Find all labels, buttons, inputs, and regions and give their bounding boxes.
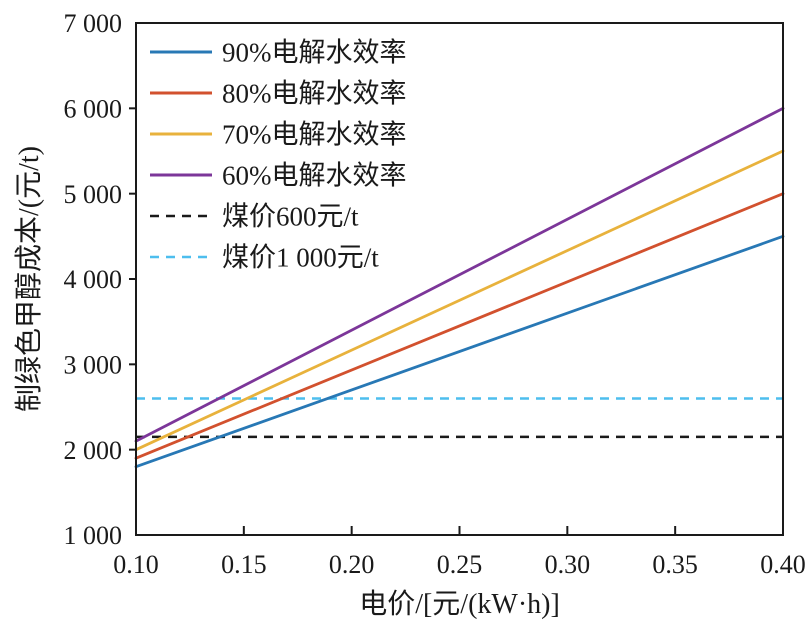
legend-label: 煤价600元/t [222, 201, 359, 231]
x-tick-label: 0.20 [329, 550, 375, 579]
y-tick-label: 5 000 [64, 180, 123, 209]
x-axis-label: 电价/[元/(kW·h)] [359, 588, 560, 620]
legend-label: 煤价1 000元/t [222, 242, 379, 272]
series-line-3 [134, 106, 785, 443]
y-tick-label: 1 000 [64, 521, 123, 550]
legend: 90%电解水效率 80%电解水效率 70%电解水效率 60%电解水效率煤价600元/t… [150, 37, 407, 272]
x-tick-label: 0.10 [113, 550, 159, 579]
y-tick-label: 3 000 [64, 350, 123, 379]
series-line-0 [134, 234, 785, 469]
y-tick-label: 4 000 [64, 265, 123, 294]
y-tick-label: 2 000 [64, 436, 123, 465]
x-tick-label: 0.40 [760, 550, 806, 579]
x-tick-label: 0.25 [437, 550, 483, 579]
x-tick-label: 0.15 [221, 550, 267, 579]
legend-label: 90%电解水效率 [222, 37, 407, 67]
y-axis-label: 制绿色甲醇成本/(元/t) [13, 146, 45, 412]
legend-label: 70%电解水效率 [222, 119, 407, 149]
y-tick-label: 7 000 [64, 9, 123, 38]
legend-label: 60%电解水效率 [222, 160, 407, 190]
y-tick-label: 6 000 [64, 94, 123, 123]
series-line-1 [134, 192, 785, 460]
series-line-2 [134, 149, 785, 452]
legend-label: 80%电解水效率 [222, 78, 407, 108]
x-tick-label: 0.30 [545, 550, 591, 579]
x-tick-label: 0.35 [652, 550, 698, 579]
